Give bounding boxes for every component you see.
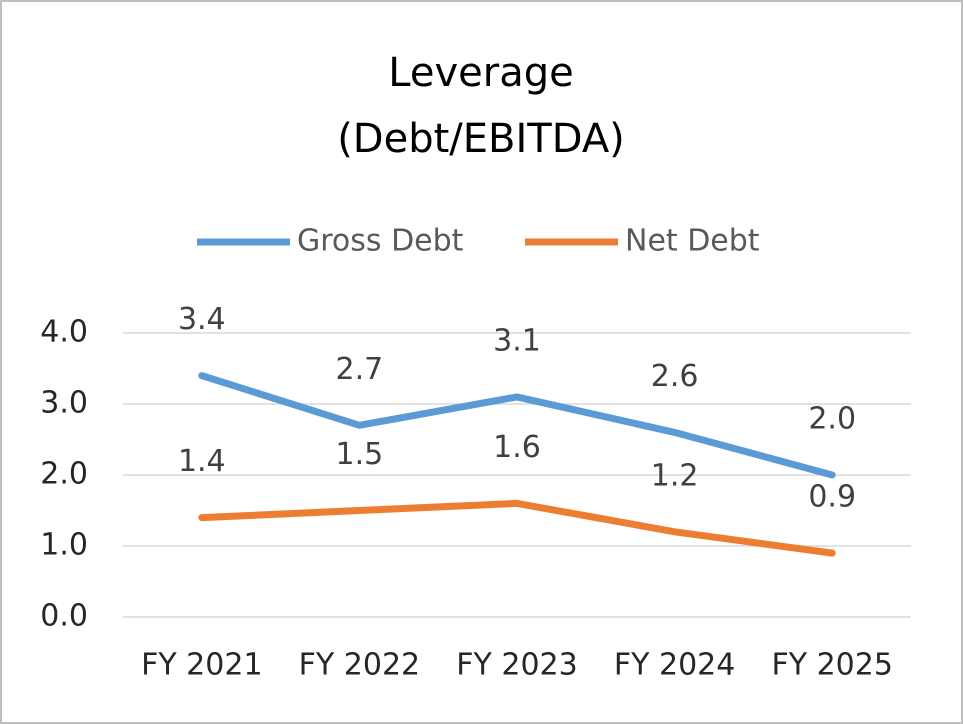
legend-label: Gross Debt <box>297 224 464 259</box>
y-tick-label: 1.0 <box>40 528 88 563</box>
data-label: 3.4 <box>178 302 226 337</box>
x-tick-label: FY 2022 <box>299 648 420 683</box>
y-tick-label: 2.0 <box>40 457 88 492</box>
y-tick-label: 3.0 <box>40 386 88 421</box>
chart-subtitle: (Debt/EBITDA) <box>337 116 625 162</box>
data-label: 2.6 <box>651 359 699 394</box>
data-label: 1.2 <box>651 458 699 493</box>
x-tick-label: FY 2023 <box>456 648 577 683</box>
legend-label: Net Debt <box>625 224 760 259</box>
data-label: 0.9 <box>808 480 856 515</box>
series-line <box>198 372 836 479</box>
y-tick-label: 0.0 <box>40 599 88 634</box>
data-label: 1.5 <box>336 437 384 472</box>
data-label: 2.0 <box>808 402 856 437</box>
data-label: 2.7 <box>336 352 384 387</box>
data-label: 1.4 <box>178 444 226 479</box>
data-label: 1.6 <box>493 430 541 465</box>
chart-title: Leverage <box>388 50 573 96</box>
series-line <box>198 499 836 557</box>
x-tick-label: FY 2025 <box>771 648 892 683</box>
y-tick-label: 4.0 <box>40 315 88 350</box>
x-tick-label: FY 2024 <box>614 648 735 683</box>
x-tick-label: FY 2021 <box>141 648 262 683</box>
data-label: 3.1 <box>493 323 541 358</box>
